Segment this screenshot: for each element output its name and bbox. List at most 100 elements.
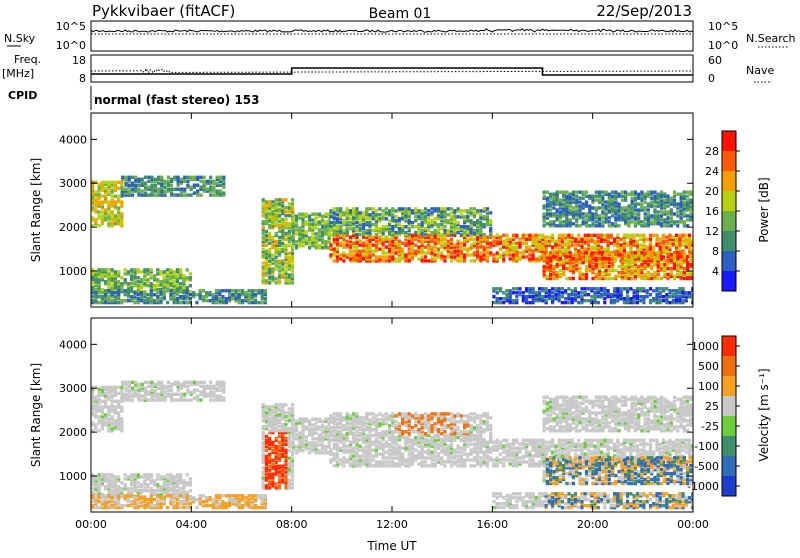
power-cell xyxy=(291,263,294,266)
power-cell xyxy=(427,221,430,224)
power-cell xyxy=(137,268,140,271)
velocity-cell xyxy=(137,498,140,501)
power-cell xyxy=(368,213,371,216)
power-cell xyxy=(221,295,224,298)
power-cell xyxy=(603,234,606,237)
power-cell xyxy=(605,204,608,207)
velocity-heatmap xyxy=(91,381,696,510)
power-cell xyxy=(663,224,666,227)
power-cell xyxy=(512,287,515,290)
power-cell xyxy=(375,209,378,212)
power-cell xyxy=(349,243,352,246)
power-cell xyxy=(552,277,555,280)
power-cell xyxy=(535,234,538,237)
power-cell xyxy=(528,287,531,290)
velocity-cell xyxy=(189,477,192,480)
velocity-cell xyxy=(107,491,110,494)
power-cell xyxy=(561,238,564,241)
velocity-cell xyxy=(231,498,234,501)
power-cell xyxy=(575,218,578,221)
power-cell xyxy=(644,257,647,260)
velocity-cell xyxy=(199,494,202,497)
power-cell xyxy=(663,263,666,266)
power-cell xyxy=(265,279,268,282)
power-cell xyxy=(598,191,601,194)
power-cell xyxy=(676,193,679,196)
power-cell xyxy=(505,234,508,237)
power-cell xyxy=(443,259,446,262)
power-cell xyxy=(176,289,179,292)
power-cell xyxy=(424,255,427,258)
velocity-cell xyxy=(221,500,224,503)
velocity-cell xyxy=(150,389,153,392)
power-cell xyxy=(176,284,179,287)
velocity-cell xyxy=(130,473,133,476)
power-cell xyxy=(453,215,456,218)
noise-left-tick-top: 10^5 xyxy=(56,20,86,33)
velocity-cell xyxy=(166,473,169,476)
power-cell xyxy=(685,291,688,294)
power-cell xyxy=(598,222,601,225)
power-cell xyxy=(650,191,653,194)
power-cell xyxy=(440,227,443,230)
power-cell xyxy=(205,291,208,294)
power-cell xyxy=(284,269,287,272)
power-cell xyxy=(192,291,195,294)
power-cell xyxy=(597,287,600,290)
power-cell xyxy=(153,274,156,277)
power-cell xyxy=(315,220,318,223)
power-cell xyxy=(308,236,311,239)
power-cell xyxy=(473,207,476,210)
power-cell xyxy=(284,222,287,225)
velocity-cell xyxy=(179,487,182,490)
colorbar-tick-label: 28 xyxy=(705,145,719,158)
power-cell xyxy=(473,242,476,245)
power-cell xyxy=(682,234,685,237)
power-cell xyxy=(365,243,368,246)
power-cell xyxy=(572,222,575,225)
power-cell xyxy=(199,176,202,179)
velocity-cell xyxy=(140,489,143,492)
power-cell xyxy=(483,223,486,226)
power-cell xyxy=(359,211,362,214)
power-cell xyxy=(639,299,642,302)
power-cell xyxy=(565,195,568,198)
power-cell xyxy=(411,234,414,237)
power-cell xyxy=(554,293,557,296)
power-cell xyxy=(682,299,685,302)
power-cell xyxy=(585,200,588,203)
power-cell xyxy=(659,299,662,302)
velocity-cell xyxy=(117,485,120,488)
power-cell xyxy=(262,236,265,239)
velocity-cell xyxy=(146,473,149,476)
power-cell xyxy=(546,202,549,205)
power-cell xyxy=(160,288,163,291)
velocity-cell xyxy=(94,403,97,406)
power-cell xyxy=(598,214,601,217)
power-cell xyxy=(483,253,486,256)
power-cell xyxy=(333,259,336,262)
power-cell xyxy=(131,182,134,185)
power-cell xyxy=(552,265,555,268)
power-cell xyxy=(291,281,294,284)
power-cell xyxy=(430,231,433,234)
power-cell xyxy=(562,191,565,194)
power-cell xyxy=(176,274,179,277)
power-cell xyxy=(549,251,552,254)
power-cell xyxy=(655,293,658,296)
power-cell xyxy=(111,195,114,198)
power-cell xyxy=(556,251,559,254)
velocity-cell xyxy=(166,494,169,497)
power-cell xyxy=(595,251,598,254)
power-cell xyxy=(268,212,271,215)
power-cell xyxy=(195,293,198,296)
power-cell xyxy=(265,200,268,203)
power-cell xyxy=(626,242,629,245)
power-cell xyxy=(512,299,515,302)
power-cell xyxy=(398,217,401,220)
velocity-cell xyxy=(251,506,254,509)
power-cell xyxy=(655,287,658,290)
power-cell xyxy=(189,297,192,300)
power-cell xyxy=(605,277,608,280)
power-cell xyxy=(321,238,324,241)
